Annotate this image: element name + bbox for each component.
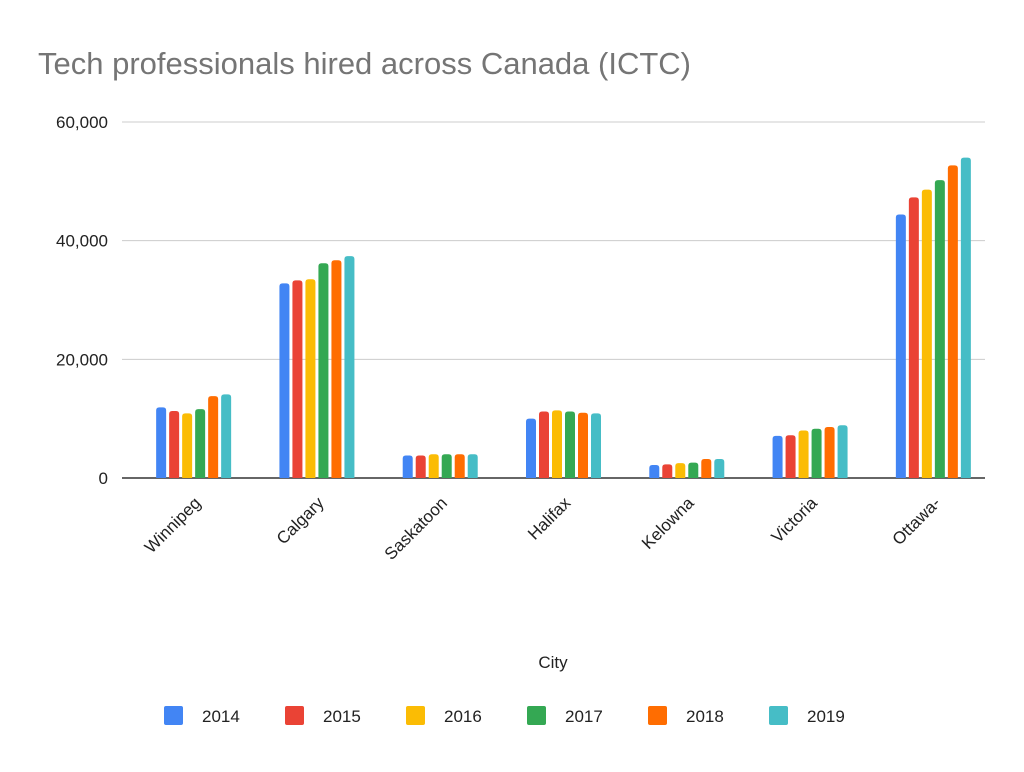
x-tick-label: Saskatoon (381, 493, 451, 563)
bar-2015 (908, 197, 919, 478)
bar-2018 (701, 459, 712, 478)
x-tick-label: Halifax (524, 493, 575, 544)
bar-2017 (811, 428, 822, 478)
y-tick-label: 40,000 (56, 232, 108, 251)
bar-2018 (947, 165, 958, 478)
chart-title: Tech professionals hired across Canada (… (38, 46, 691, 81)
legend-label: 2017 (565, 707, 603, 726)
bar-2017 (318, 263, 329, 478)
bar-2019 (591, 413, 601, 478)
bar-2018 (454, 454, 465, 478)
legend-swatch (648, 706, 667, 725)
bar-2014 (156, 407, 167, 478)
bar-2018 (208, 396, 219, 478)
bar-2017 (688, 462, 699, 478)
legend-swatch (769, 706, 788, 725)
legend-swatch (164, 706, 183, 725)
legend-label: 2016 (444, 707, 482, 726)
bar-2018 (331, 260, 342, 478)
bar-2015 (415, 455, 426, 478)
legend-swatch (527, 706, 546, 725)
bar-2014 (649, 464, 660, 478)
x-axis-label: City (538, 653, 568, 672)
bar-2019 (837, 425, 848, 478)
bar-2017 (934, 180, 945, 478)
bar-2015 (662, 464, 673, 478)
x-axis-ticks: Winnipeg Calgary Saskatoon Halifax Kelowna Vi… (141, 493, 944, 564)
x-tick-label: Winnipeg (141, 493, 205, 557)
bar-2014 (402, 455, 413, 478)
bar-2014 (772, 435, 783, 478)
bar-2016 (305, 279, 316, 478)
bar-2016 (552, 410, 562, 478)
bar-2016 (675, 463, 686, 478)
legend: 2014 2015 2016 2017 2018 2019 (164, 706, 845, 726)
legend-swatch (406, 706, 425, 725)
bar-2018 (824, 426, 835, 478)
bar-2016 (182, 413, 193, 478)
x-tick-label: Ottawa- (889, 493, 945, 549)
y-tick-label: 20,000 (56, 350, 108, 369)
bar-2019 (344, 256, 355, 478)
bar-2019 (221, 394, 232, 478)
y-tick-label: 60,000 (56, 113, 108, 132)
legend-label: 2018 (686, 707, 724, 726)
x-tick-label: Kelowna (638, 493, 698, 553)
bar-2018 (578, 412, 588, 478)
bar-2019 (960, 157, 971, 478)
bar-2015 (539, 411, 549, 478)
bar-2014 (526, 418, 536, 478)
bar-2019 (467, 454, 478, 478)
bar-2016 (921, 189, 932, 478)
bar-2017 (441, 454, 452, 478)
bar-2016 (798, 430, 809, 478)
x-tick-label: Calgary (273, 493, 328, 548)
legend-label: 2014 (202, 707, 240, 726)
y-tick-label: 0 (99, 469, 108, 488)
legend-label: 2015 (323, 707, 361, 726)
legend-label: 2019 (807, 707, 845, 726)
bar-2016 (428, 454, 439, 478)
bar-2019 (714, 459, 725, 478)
y-axis-ticks: 0 20,000 40,000 60,000 (56, 113, 108, 488)
bar-2014 (279, 283, 290, 478)
bars (156, 157, 971, 478)
x-tick-label: Victoria (768, 493, 822, 547)
bar-2015 (785, 435, 796, 478)
bar-2015 (169, 410, 180, 478)
bar-2014 (895, 214, 906, 478)
bar-2015 (292, 280, 303, 478)
bar-2017 (565, 411, 575, 478)
bar-2017 (195, 409, 206, 478)
legend-swatch (285, 706, 304, 725)
